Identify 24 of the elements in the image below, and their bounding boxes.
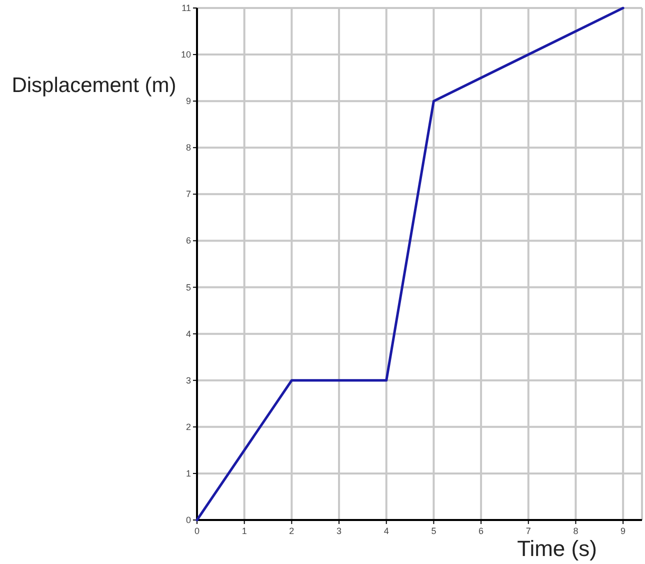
x-tick-label: 9: [620, 526, 626, 536]
y-tick-label: 1: [186, 468, 191, 478]
x-tick-label: 5: [431, 526, 436, 536]
x-tick-label: 1: [242, 526, 247, 536]
y-tick-label: 9: [186, 96, 191, 106]
y-tick-label: 10: [180, 50, 191, 60]
y-tick-label: 4: [186, 328, 191, 339]
y-tick-label: 11: [182, 3, 191, 13]
x-tick-label: 4: [384, 526, 389, 536]
x-tick-label: 2: [289, 526, 294, 536]
y-tick-label: 5: [186, 282, 191, 292]
y-axis-title: Displacement (m): [12, 74, 176, 97]
y-tick-label: 2: [186, 422, 191, 432]
y-tick-label: 8: [186, 142, 191, 153]
y-tick-label: 7: [186, 189, 191, 200]
x-tick-label: 8: [573, 526, 578, 536]
x-tick-label: 3: [336, 526, 342, 536]
x-tick-label: 7: [526, 526, 531, 536]
y-tick-label: 0: [186, 515, 191, 525]
x-tick-label: 6: [478, 526, 484, 536]
y-tick-label: 3: [186, 375, 191, 386]
y-tick-label: 6: [186, 236, 191, 246]
x-axis-title: Time (s): [517, 536, 597, 561]
x-tick-label: 0: [194, 526, 200, 536]
